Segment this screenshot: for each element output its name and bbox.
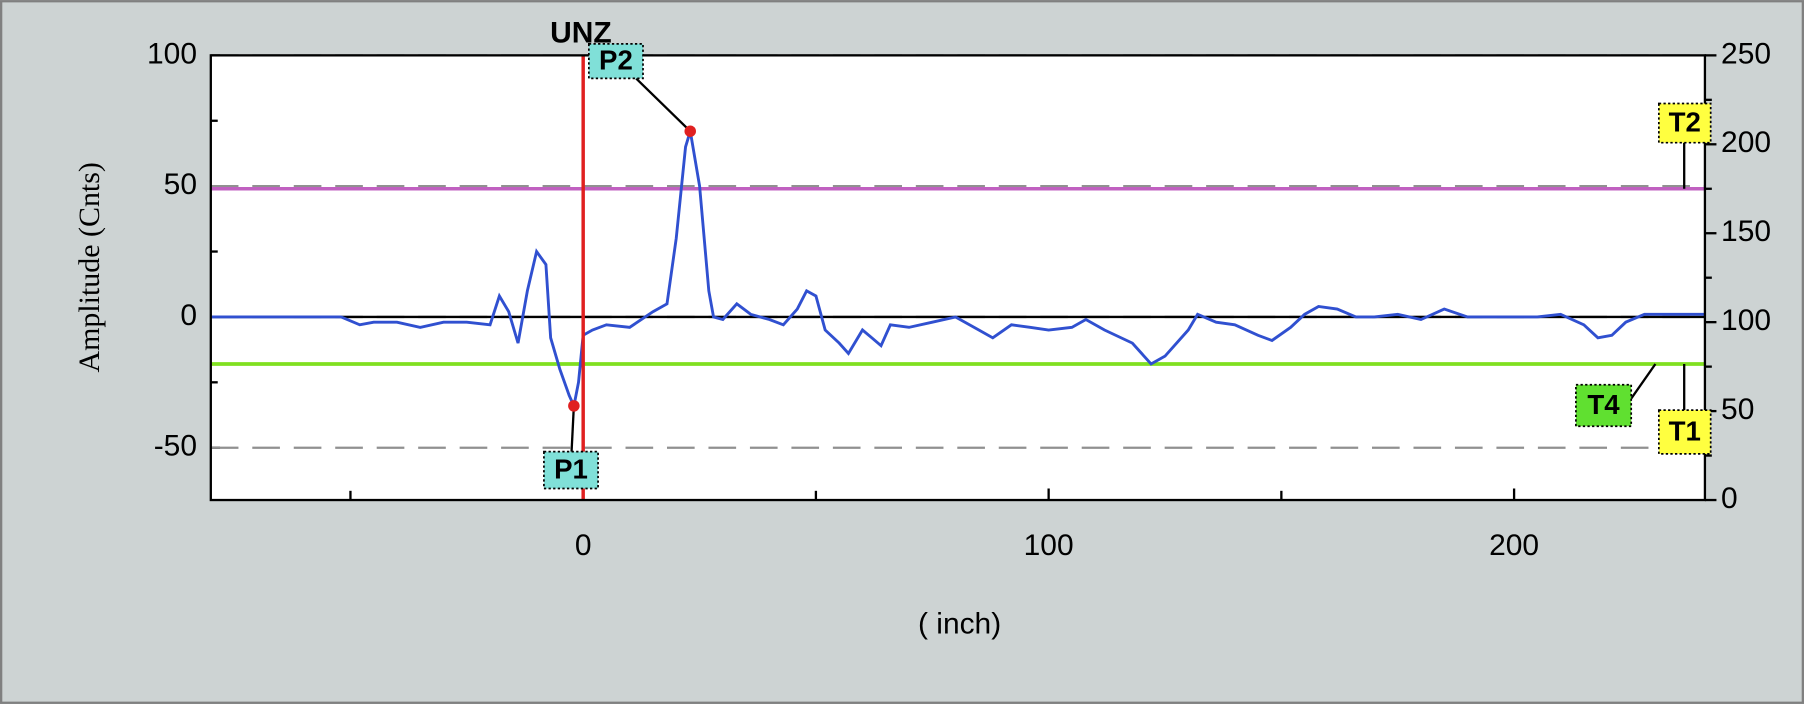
x-tick-label: 200: [1489, 529, 1539, 562]
y2-tick-label: 200: [1721, 126, 1771, 159]
tag-leader: [570, 405, 576, 452]
tag-leader: [635, 77, 692, 133]
plot-border: [209, 54, 1707, 502]
y-tick-label: -50: [154, 430, 197, 463]
y-tick-label: 50: [164, 168, 197, 201]
y2-tick-label: 150: [1721, 215, 1771, 248]
x-tick-label: 0: [575, 529, 592, 562]
tag-label: T1: [1669, 415, 1701, 446]
y-tick-label: 0: [180, 299, 197, 332]
tag-box: [1657, 409, 1712, 455]
y2-tick-label: 250: [1721, 37, 1771, 70]
y-axis-label: Amplitude (Cnts): [73, 162, 106, 372]
data-line: [210, 130, 1705, 411]
tag-box: [1657, 102, 1712, 144]
y2-tick-label: 50: [1721, 393, 1754, 426]
x-tick-label: 100: [1024, 529, 1074, 562]
plot-area: [210, 55, 1705, 501]
tag-leader: [1630, 363, 1657, 400]
tag-box: [543, 450, 599, 490]
tag-label: P1: [554, 454, 588, 485]
tag-label: T4: [1587, 389, 1620, 420]
x-axis-label: ( inch): [918, 608, 1001, 641]
y2-tick-label: 100: [1721, 304, 1771, 337]
peak-marker: [684, 125, 696, 137]
tag-box: [1575, 383, 1633, 428]
peak-marker: [568, 400, 580, 412]
tag-box: [587, 42, 644, 80]
tag-label: P2: [599, 45, 633, 76]
y-tick-label: 100: [147, 37, 197, 70]
y2-tick-label: 0: [1721, 482, 1738, 515]
tag-label: T2: [1669, 107, 1701, 138]
